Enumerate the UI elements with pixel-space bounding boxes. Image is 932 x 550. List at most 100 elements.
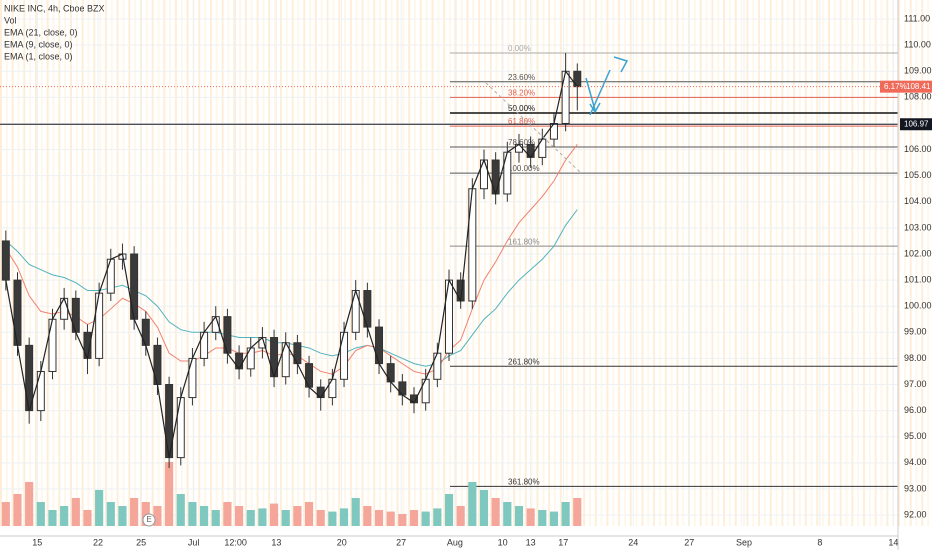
volume-bar	[398, 514, 407, 526]
session-stripe	[69, 0, 72, 526]
legend-entry: EMA (1, close, 0)	[4, 51, 73, 61]
volume-bar	[293, 506, 302, 526]
session-stripe	[52, 0, 55, 526]
volume-bar	[281, 510, 290, 526]
session-stripe	[518, 0, 521, 526]
y-tick-label: 111.00	[904, 13, 930, 23]
volume-bar	[188, 502, 197, 526]
session-stripe	[588, 0, 591, 526]
volume-bar	[95, 490, 104, 526]
x-tick-label: 20	[337, 537, 347, 547]
session-stripe	[128, 0, 131, 526]
session-stripe	[898, 0, 900, 526]
session-stripe	[163, 0, 166, 526]
session-stripe	[174, 0, 177, 526]
session-stripe	[279, 0, 282, 526]
session-stripe	[250, 0, 253, 526]
x-tick-label: 17	[558, 537, 568, 547]
session-stripe	[180, 0, 183, 526]
session-stripe	[653, 0, 656, 526]
candle-body	[561, 70, 570, 124]
candle-body	[36, 370, 45, 412]
candle-body	[60, 297, 69, 320]
session-stripe	[577, 0, 580, 526]
session-stripe	[571, 0, 574, 526]
candle-body	[433, 352, 442, 380]
y-tick-label: 110.00	[904, 40, 931, 50]
volume-bar	[573, 498, 582, 526]
x-tick-label: 27	[396, 537, 406, 547]
session-stripe	[828, 0, 831, 526]
session-stripe	[641, 0, 644, 526]
volume-bar	[351, 498, 360, 526]
session-stripe	[769, 0, 772, 526]
x-tick-label: 8	[817, 537, 822, 547]
session-stripe	[314, 0, 317, 526]
y-tick-label: 94.00	[904, 457, 927, 467]
candle-body	[13, 279, 22, 346]
fib-label: 261.80%	[508, 357, 540, 366]
candle-body	[95, 292, 104, 359]
session-stripe	[0, 0, 2, 526]
session-stripe	[758, 0, 761, 526]
session-stripe	[244, 0, 247, 526]
volume-bar	[339, 508, 349, 526]
candle-body	[340, 331, 349, 380]
session-stripe	[425, 0, 428, 526]
candle-body	[421, 378, 430, 404]
volume-bar	[409, 510, 419, 526]
session-stripe	[326, 0, 329, 526]
volume-bar	[258, 508, 267, 526]
session-stripe	[40, 0, 43, 526]
last-price: 108.41	[906, 82, 931, 91]
session-stripe	[793, 0, 796, 526]
session-stripe	[863, 0, 866, 526]
y-tick-label: 106.00	[904, 144, 932, 154]
session-stripe	[390, 0, 393, 526]
candle-body	[468, 188, 477, 302]
candle-body	[375, 326, 384, 365]
price-tag	[900, 118, 932, 131]
y-tick-label: 100.00	[904, 301, 932, 311]
session-stripe	[460, 0, 463, 526]
session-stripe	[833, 0, 836, 526]
session-stripe	[647, 0, 650, 526]
y-tick-label: 101.00	[904, 274, 932, 284]
legend-entry: EMA (9, close, 0)	[4, 39, 73, 49]
session-stripe	[612, 0, 615, 526]
session-stripe	[822, 0, 825, 526]
session-stripe	[17, 0, 20, 526]
session-stripe	[798, 0, 801, 526]
volume-bar	[421, 511, 430, 526]
session-stripe	[915, 0, 918, 526]
ema1-line	[5, 69, 578, 458]
volume-bar	[153, 506, 162, 526]
session-stripe	[355, 0, 358, 526]
session-stripe	[903, 0, 906, 526]
session-stripe	[746, 0, 749, 526]
volume-bar	[433, 508, 442, 526]
marker-price: 106.97	[904, 119, 929, 128]
y-tick-label: 96.00	[904, 405, 927, 415]
y-tick-label: 103.00	[904, 222, 932, 232]
fib-label: 100.00%	[508, 164, 540, 173]
session-stripe	[221, 0, 224, 526]
x-tick-label: 10	[498, 537, 508, 547]
volume-bar	[538, 510, 547, 526]
volume-bar	[468, 482, 477, 526]
volume-bar	[130, 498, 139, 526]
volume-bar	[211, 510, 220, 526]
session-stripe	[728, 0, 731, 526]
volume-bar	[246, 510, 255, 526]
session-stripe	[64, 0, 67, 526]
session-stripe	[116, 0, 119, 526]
earnings-label: E	[146, 515, 151, 524]
session-stripe	[309, 0, 312, 526]
session-stripe	[81, 0, 84, 526]
candle-body	[246, 347, 255, 370]
session-stripe	[104, 0, 107, 526]
y-tick-label: 95.00	[904, 431, 927, 441]
volume-bar	[374, 510, 384, 526]
session-stripe	[437, 0, 440, 526]
session-stripe	[233, 0, 236, 526]
